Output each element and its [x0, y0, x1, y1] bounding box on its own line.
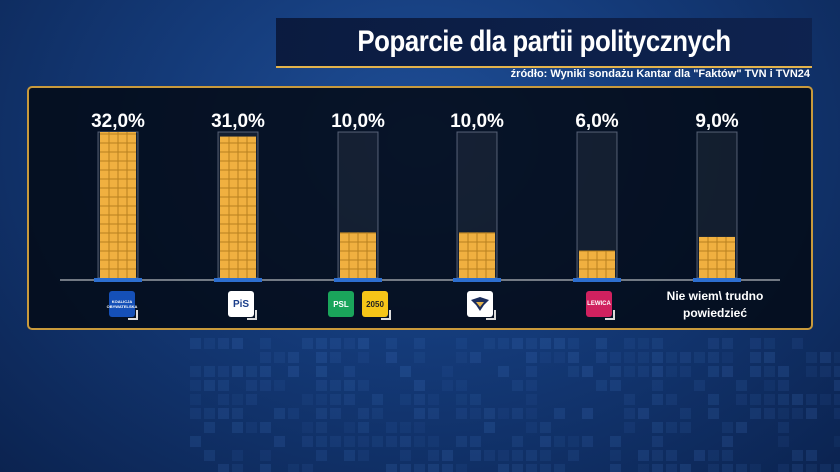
value-label: 9,0%	[695, 111, 738, 132]
value-label: 10,0%	[450, 111, 504, 132]
chart-title: Poparcie dla partii politycznych	[357, 25, 731, 58]
logo-corner-icon	[486, 310, 496, 320]
bar-base	[693, 278, 741, 282]
konfederacja-logo-icon	[467, 291, 493, 317]
chart-panel	[27, 86, 813, 330]
logo-corner-icon	[605, 310, 615, 320]
pis-logo-text: PiS	[232, 298, 250, 310]
source-note: źródło: Wyniki sondażu Kantar dla "Faktó…	[510, 68, 810, 80]
logo-corner-icon	[128, 310, 138, 320]
psl-logo-icon: PSL	[328, 291, 354, 317]
dont-know-label: Nie wiem\ trudno powiedzieć	[666, 289, 764, 320]
value-label: 6,0%	[575, 111, 618, 132]
lewica-logo-text: LEWICA	[587, 301, 611, 307]
bar-base	[214, 278, 262, 282]
title-bar: Poparcie dla partii politycznych	[276, 18, 812, 68]
bar-base	[453, 278, 501, 282]
polska2050-logo-icon: 2050	[362, 291, 388, 317]
bar-base	[573, 278, 621, 282]
ko-logo-text: KOALICJA OBYWATELSKA	[106, 299, 138, 309]
bar-base	[94, 278, 142, 282]
konfederacja-shape-icon	[471, 297, 489, 311]
pis-logo-icon: PiS	[228, 291, 254, 317]
value-label: 10,0%	[331, 111, 385, 132]
polska2050-logo-text: 2050	[366, 299, 384, 309]
value-label: 32,0%	[91, 111, 145, 132]
lewica-logo-icon: LEWICA	[586, 291, 612, 317]
psl-logo-text: PSL	[333, 299, 349, 309]
value-label: 31,0%	[211, 111, 265, 132]
logo-corner-icon	[247, 310, 257, 320]
bar-base	[334, 278, 382, 282]
ko-logo-icon: KOALICJA OBYWATELSKA	[106, 291, 138, 317]
logo-corner-icon	[381, 310, 391, 320]
